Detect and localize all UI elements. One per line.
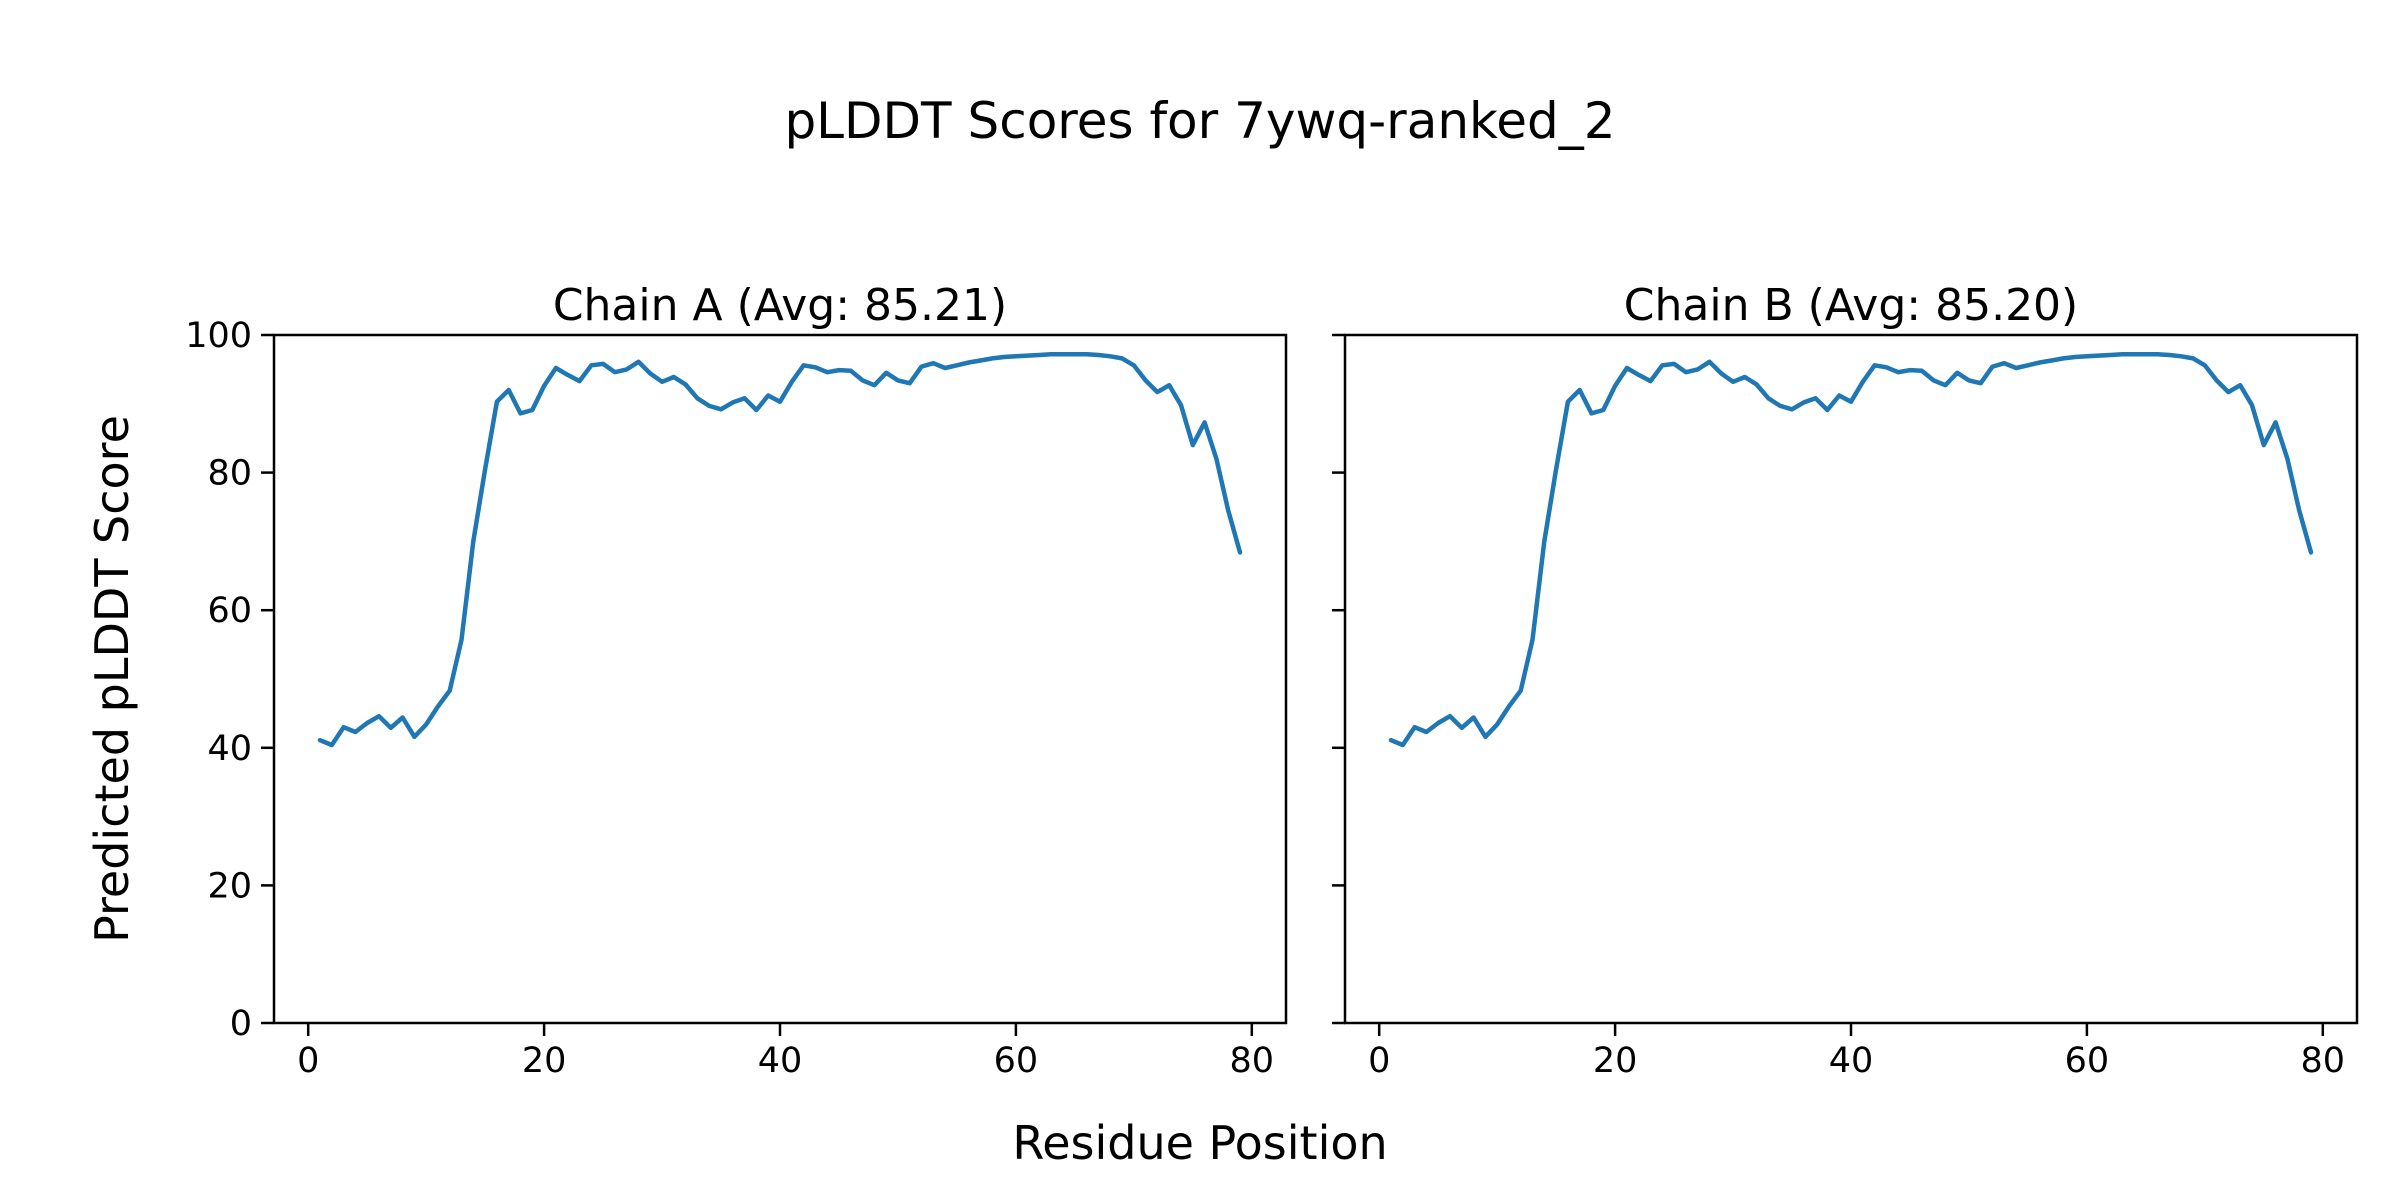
chain-a-y-tick-label: 100 (185, 316, 252, 356)
chain-a-y-tick-label: 40 (207, 729, 252, 769)
chain-b-x-tick-label: 80 (2301, 1041, 2346, 1081)
chain-a-x-tick-label: 20 (522, 1041, 567, 1081)
chain-b-x-tick-label: 40 (1829, 1041, 1874, 1081)
chain-a-y-tick-label: 80 (207, 454, 252, 494)
chain-b-subplot-title: Chain B (Avg: 85.20) (1623, 280, 2079, 331)
chain-b-axes-border (1343, 333, 2359, 1025)
chain-b-x-tick-label: 20 (1593, 1041, 1638, 1081)
chain-b-x-tick-label: 0 (1368, 1041, 1390, 1081)
chain-a-x-tick-label: 80 (1230, 1041, 1275, 1081)
chain-a-y-tick-label: 0 (230, 1004, 252, 1044)
chain-a-x-tick-label: 60 (994, 1041, 1039, 1081)
chain-a-x-tick-label: 0 (297, 1041, 319, 1081)
plddt-line-chain-a (317, 352, 1243, 748)
x-axis-label: Residue Position (1012, 1116, 1388, 1170)
y-axis-label: Predicted pLDDT Score (85, 415, 139, 943)
chain-b-x-tick-label: 60 (2065, 1041, 2110, 1081)
chain-a-y-tick-label: 20 (207, 866, 252, 906)
chain-a-subplot-title: Chain A (Avg: 85.21) (552, 280, 1008, 331)
figure-title: pLDDT Scores for 7ywq-ranked_2 (784, 92, 1616, 150)
chain-a-x-tick-label: 40 (758, 1041, 803, 1081)
plddt-line-chain-b (1388, 352, 2314, 748)
chain-a-axes-border (272, 333, 1288, 1025)
chain-a-y-tick-label: 60 (207, 591, 252, 631)
